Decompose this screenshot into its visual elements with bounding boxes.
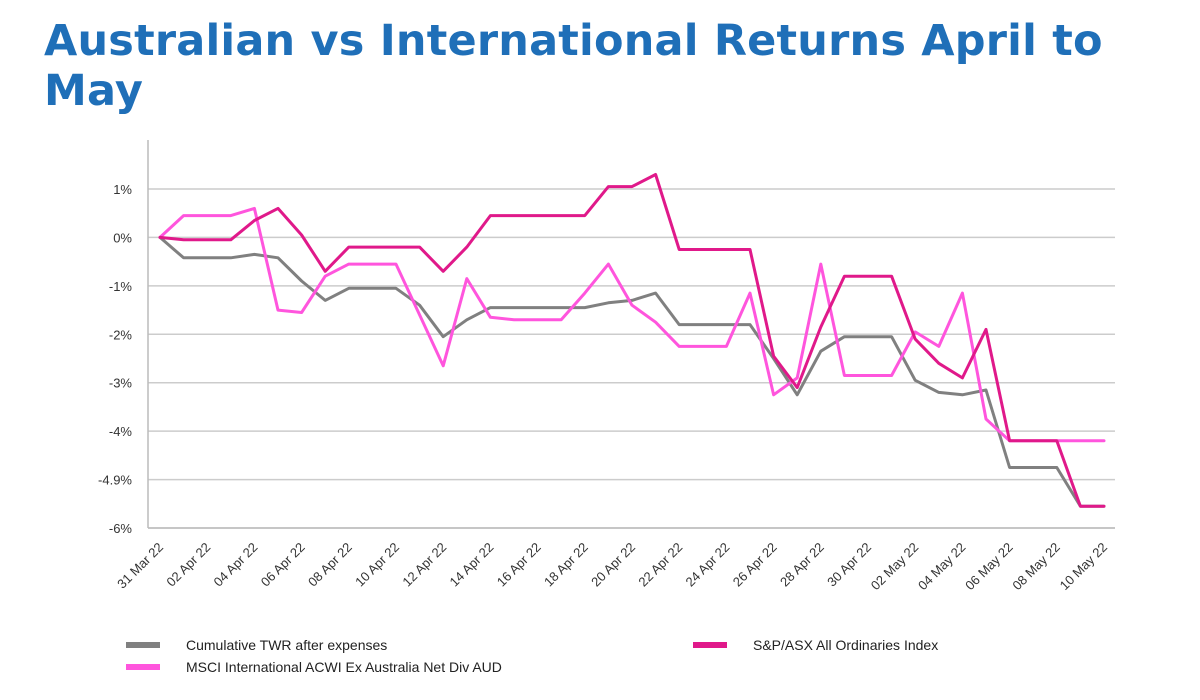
x-tick-label: 08 May 22	[1009, 540, 1063, 594]
y-tick-labels: 1% 0% -1% -2% -3% -4% -4.9% -6%	[98, 182, 132, 536]
y-tick-label: 0%	[113, 230, 132, 245]
series-line-2	[158, 206, 1106, 443]
x-tick-label: 02 Apr 22	[163, 540, 213, 590]
x-tick-label: 18 Apr 22	[541, 540, 591, 590]
y-tick-label: -6%	[109, 521, 133, 536]
series-layer	[158, 173, 1106, 508]
x-tick-label: 10 Apr 22	[352, 540, 402, 590]
y-tick-label: -4%	[109, 424, 133, 439]
x-tick-label: 31 Mar 22	[114, 540, 166, 592]
x-tick-label: 22 Apr 22	[635, 540, 685, 590]
x-tick-label: 06 May 22	[962, 540, 1016, 594]
axis-layer	[147, 140, 1115, 529]
x-tick-label: 10 May 22	[1057, 540, 1111, 594]
chart-title: Australian vs International Returns Apri…	[44, 16, 1103, 116]
y-tick-label: -3%	[109, 376, 133, 391]
y-tick-label: -4.9%	[98, 473, 132, 488]
y-tick-label: 1%	[113, 182, 132, 197]
x-tick-label: 28 Apr 22	[777, 540, 827, 590]
x-tick-label: 06 Apr 22	[258, 540, 308, 590]
y-tick-label: -2%	[109, 327, 133, 342]
x-tick-label: 12 Apr 22	[399, 540, 449, 590]
x-tick-label: 08 Apr 22	[305, 540, 355, 590]
x-tick-label: 16 Apr 22	[494, 540, 544, 590]
x-tick-label: 14 Apr 22	[447, 540, 497, 590]
x-tick-label: 20 Apr 22	[588, 540, 638, 590]
x-tick-label: 04 Apr 22	[211, 540, 261, 590]
y-tick-label: -1%	[109, 279, 133, 294]
x-tick-label: 30 Apr 22	[824, 540, 874, 590]
series-line-3	[158, 173, 1106, 508]
series-line-1	[158, 235, 1106, 508]
x-tick-label: 02 May 22	[868, 540, 922, 594]
x-tick-label: 04 May 22	[915, 540, 969, 594]
grid-layer	[148, 188, 1115, 529]
x-tick-label: 26 Apr 22	[730, 540, 780, 590]
x-tick-label: 24 Apr 22	[683, 540, 733, 590]
